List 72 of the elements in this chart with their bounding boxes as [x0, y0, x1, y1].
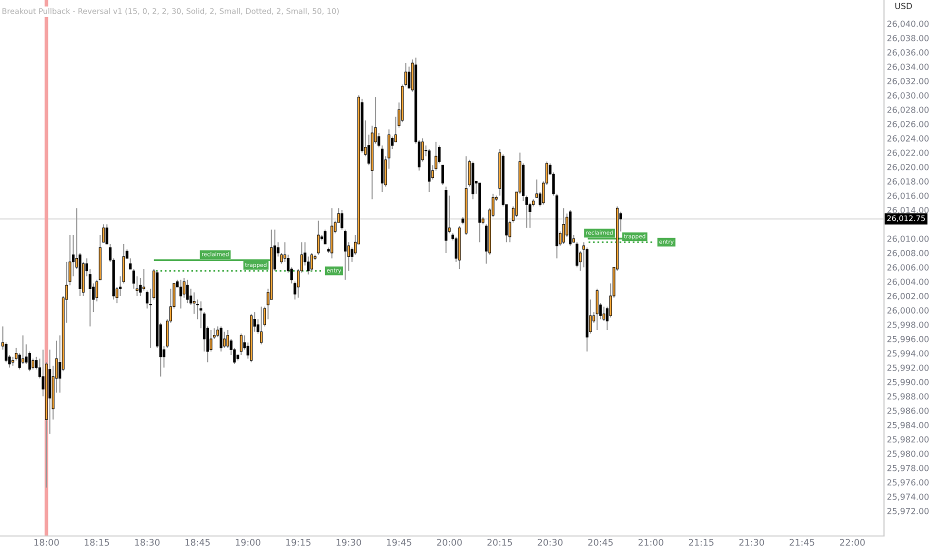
x-tick-label: 19:30 [336, 538, 362, 546]
y-tick-label: 26,030.00 [887, 92, 929, 100]
y-tick-label: 25,986.00 [887, 408, 929, 415]
y-tick-label: 25,972.00 [887, 508, 929, 516]
y-tick-label: 26,000.00 [887, 307, 929, 314]
y-tick-label: 26,038.00 [887, 34, 929, 42]
candlestick [22, 334, 24, 365]
y-tick-label: 26,004.00 [887, 278, 929, 286]
candlestick [562, 208, 565, 245]
candlestick [186, 279, 189, 304]
y-tick-label: 25,990.00 [887, 378, 929, 386]
x-tick-label: 21:30 [739, 538, 764, 546]
y-tick-label: 25,992.00 [887, 364, 929, 372]
x-tick-label: 19:00 [236, 538, 260, 546]
candlestick [179, 279, 182, 310]
x-tick-label: 18:45 [186, 538, 210, 546]
y-tick-label: 26,006.00 [887, 264, 929, 272]
y-tick-label: 26,040.00 [887, 20, 929, 28]
candlestick [441, 164, 444, 186]
candlestick [596, 288, 598, 331]
y-tick-label: 25,978.00 [887, 464, 929, 472]
y-tick-label: 25,974.00 [887, 494, 929, 501]
x-tick-label: 20:00 [437, 538, 462, 546]
y-tick-label: 26,026.00 [887, 120, 929, 128]
y-tick-label: 26,034.00 [887, 64, 929, 71]
x-tick-label: 18:30 [135, 538, 160, 546]
y-axis-title: USD [895, 2, 912, 10]
candlestick [408, 66, 410, 89]
y-tick-label: 26,010.00 [887, 236, 929, 243]
x-tick-label: 21:15 [688, 538, 714, 546]
candlestick [576, 242, 578, 268]
y-tick-label: 25,994.00 [887, 350, 929, 358]
candlestick [310, 252, 314, 272]
y-tick-label: 26,018.00 [887, 178, 929, 186]
x-tick-label: 21:45 [790, 538, 814, 546]
x-tick-label: 18:00 [34, 538, 59, 546]
candlestick [220, 326, 222, 352]
y-tick-label: 25,976.00 [887, 479, 929, 486]
x-tick-label: 20:45 [588, 538, 613, 546]
y-tick-label: 26,014.00 [887, 206, 929, 214]
y-tick-label: 25,988.00 [887, 393, 929, 400]
candlestick [223, 331, 226, 348]
candlestick [340, 209, 344, 230]
x-tick-label: 20:15 [487, 538, 512, 546]
candlestick [602, 306, 606, 322]
x-tick-label: 18:15 [84, 538, 110, 546]
y-tick-label: 26,002.00 [887, 292, 929, 300]
y-tick-label: 26,028.00 [887, 106, 929, 114]
y-tick-label: 26,024.00 [887, 135, 929, 142]
y-tick-label: 25,984.00 [887, 422, 929, 430]
x-tick-label: 19:45 [387, 538, 412, 546]
y-tick-label: 26,008.00 [887, 250, 929, 258]
y-tick-label: 26,022.00 [887, 150, 929, 157]
y-tick-label: 25,996.00 [887, 336, 929, 344]
x-tick-label: 19:15 [286, 538, 310, 546]
y-tick-label: 26,032.00 [887, 78, 929, 86]
x-tick-label: 21:00 [638, 538, 664, 546]
y-tick-label: 26,016.00 [887, 192, 929, 200]
candlestick [240, 333, 243, 356]
y-tick-label: 25,980.00 [887, 450, 929, 458]
candlestick [344, 229, 347, 280]
x-tick-label: 20:30 [538, 538, 563, 546]
y-tick-label: 26,036.00 [887, 49, 929, 56]
candlestick [260, 306, 263, 345]
x-tick-label: 22:00 [840, 538, 865, 546]
candlestick [317, 220, 320, 256]
y-tick-label: 25,982.00 [887, 436, 929, 444]
y-tick-label: 26,020.00 [887, 164, 929, 172]
candlestick [142, 268, 146, 292]
candlestick [324, 229, 326, 245]
y-tick-label: 25,998.00 [887, 322, 929, 329]
candlestick [210, 329, 212, 352]
